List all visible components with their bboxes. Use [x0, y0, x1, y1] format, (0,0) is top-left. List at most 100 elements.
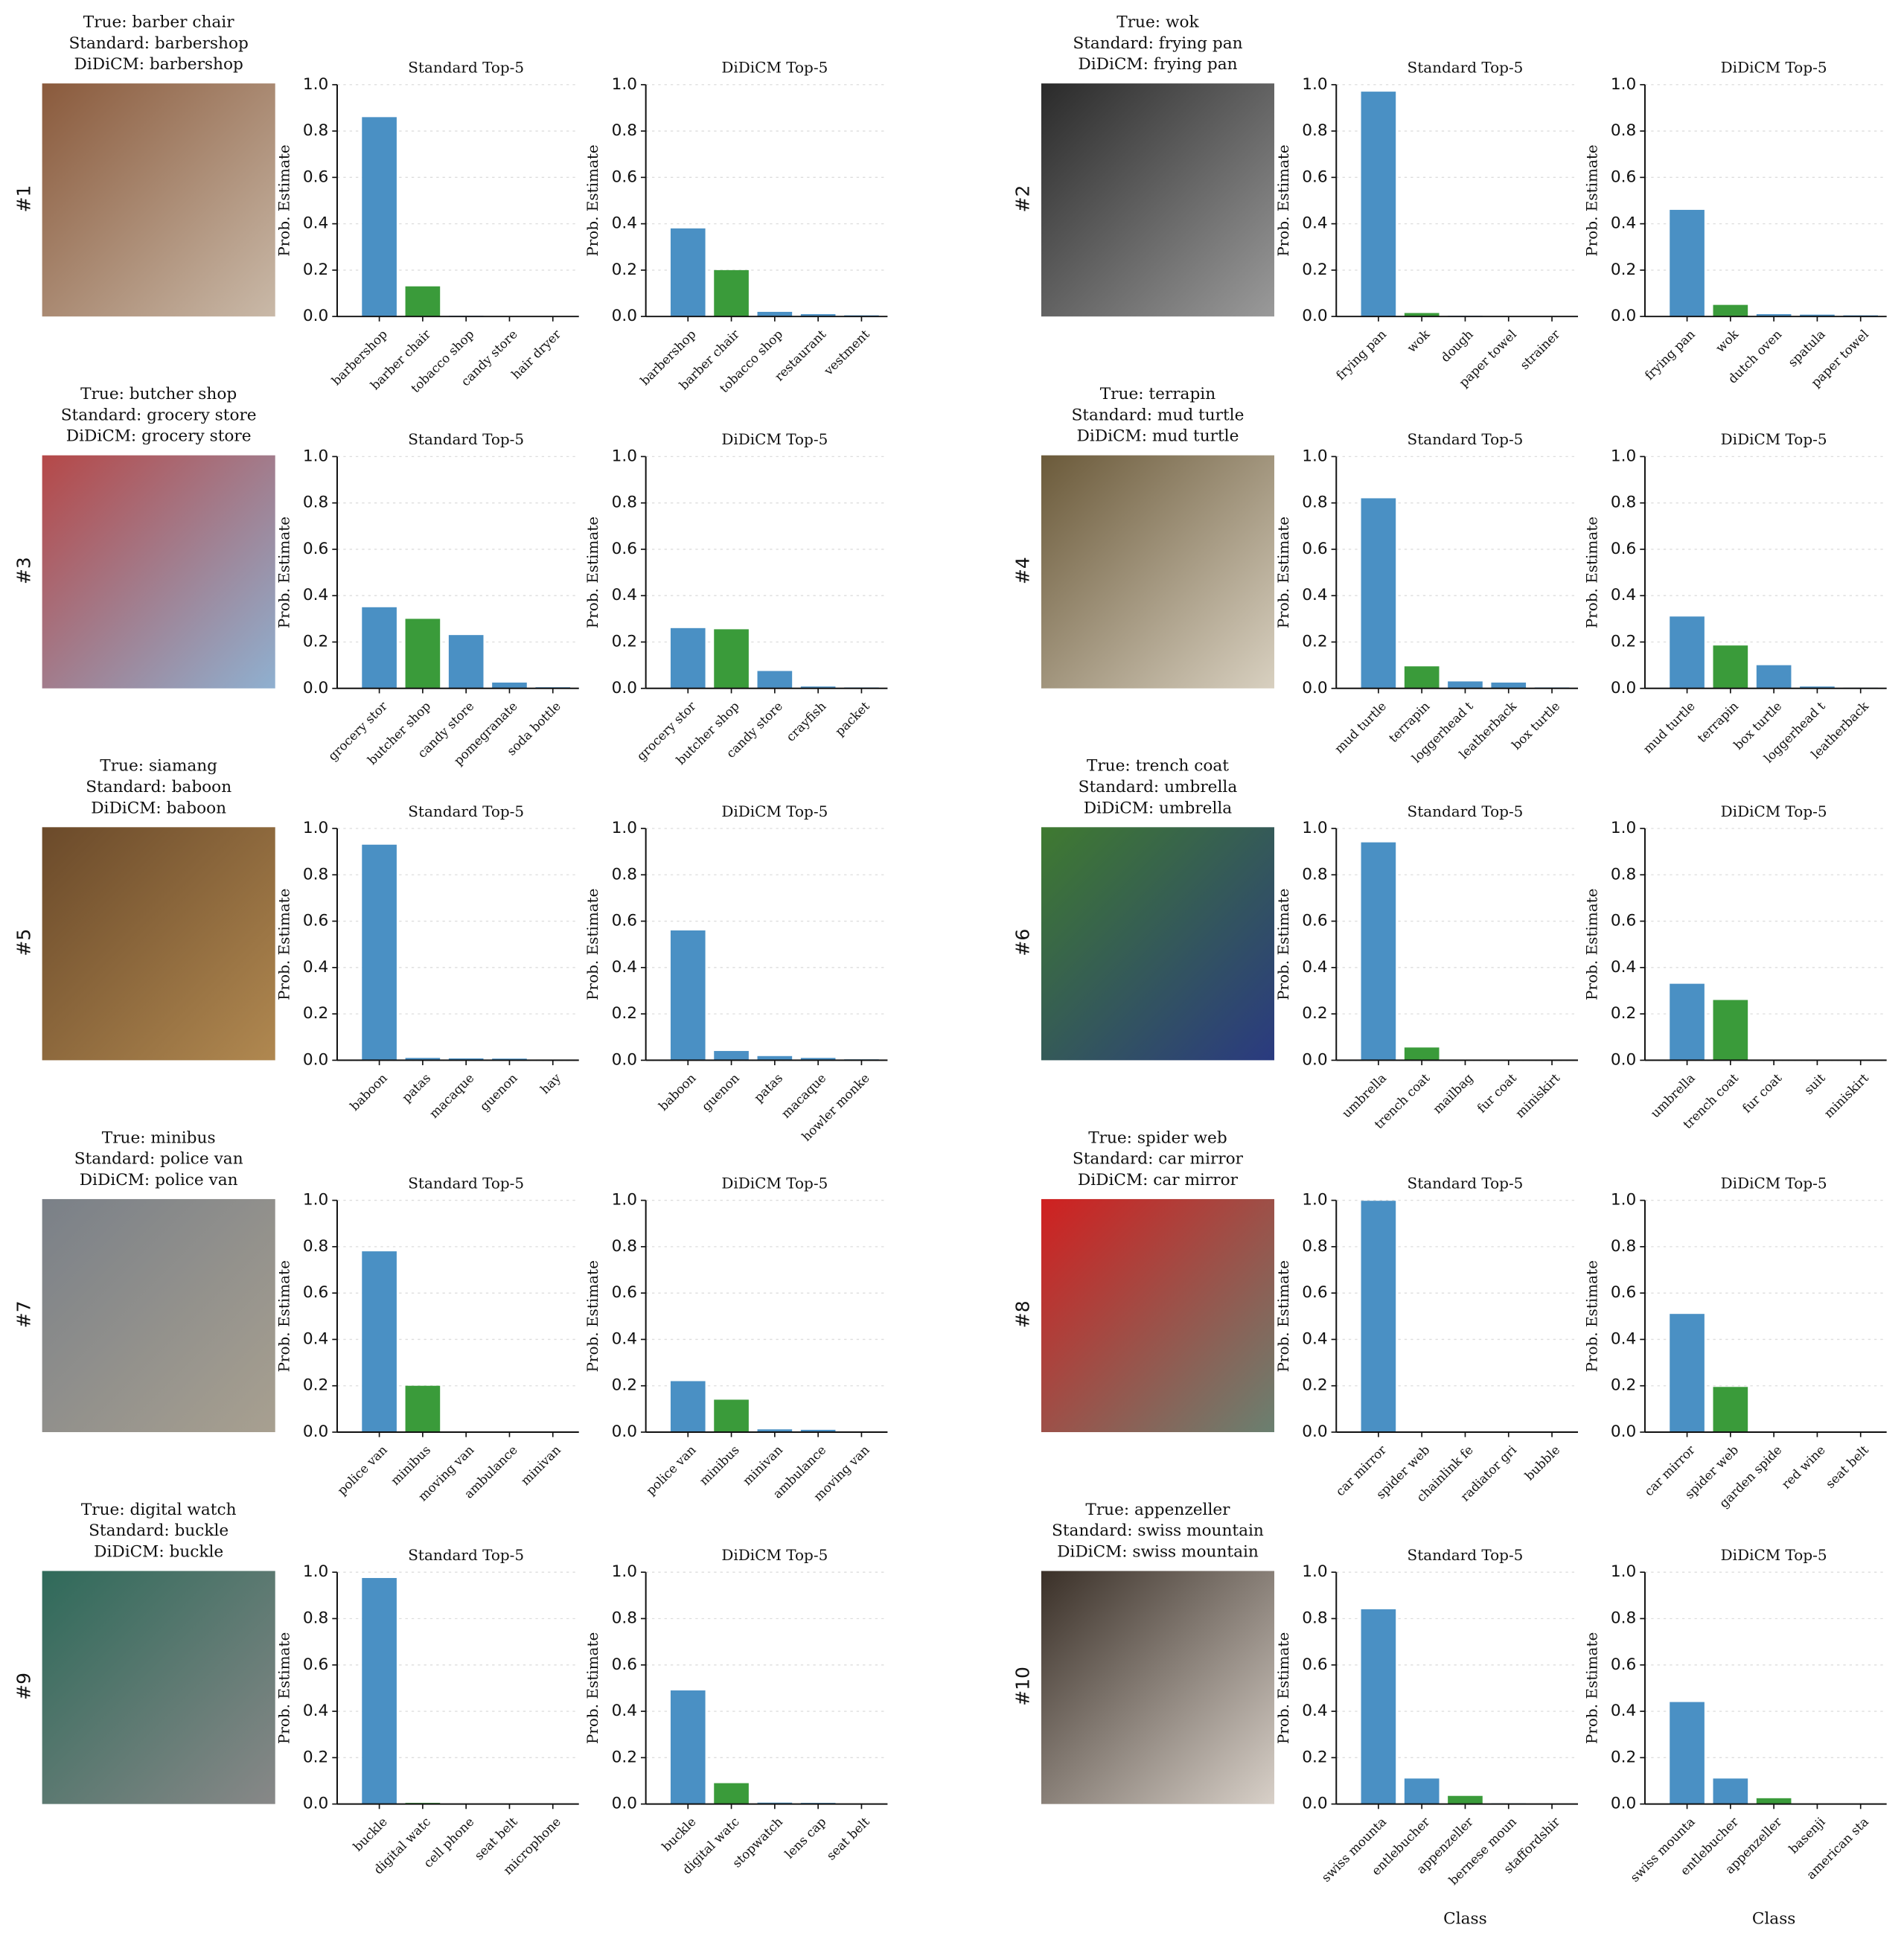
y-tick-label: 0.2	[1611, 1004, 1636, 1023]
y-tick-label: 0.0	[303, 1795, 328, 1813]
y-tick-label: 0.6	[1302, 540, 1327, 558]
panel-number: #7	[13, 1300, 34, 1328]
photo	[42, 83, 275, 317]
bar	[1713, 645, 1748, 689]
chart-title: Standard Top-5	[408, 1174, 524, 1192]
bar	[1800, 686, 1835, 689]
chart-title: DiDiCM Top-5	[1721, 802, 1827, 820]
y-tick-label: 0.2	[612, 261, 637, 279]
panel-caption: True: butcher shop	[80, 385, 237, 403]
y-axis-label: Prob. Estimate	[1274, 517, 1292, 628]
bar	[1670, 1314, 1705, 1433]
y-axis-label: Prob. Estimate	[584, 144, 601, 256]
chart-title: DiDiCM Top-5	[721, 430, 828, 448]
y-tick-label: 1.0	[612, 1562, 637, 1581]
panel-number: #10	[1012, 1667, 1034, 1706]
y-axis-label: Prob. Estimate	[1274, 888, 1292, 1000]
y-tick-label: 0.6	[1611, 1655, 1636, 1674]
panel-caption: DiDiCM: baboon	[91, 799, 226, 817]
bar	[757, 671, 793, 689]
y-axis-label: Prob. Estimate	[584, 888, 601, 1000]
y-axis-label: Prob. Estimate	[1582, 517, 1600, 628]
y-tick-label: 0.8	[1611, 121, 1636, 140]
y-tick-label: 0.0	[1611, 1050, 1636, 1069]
panel-caption: True: siamang	[100, 757, 217, 776]
panel-caption: DiDiCM: car mirror	[1078, 1171, 1239, 1189]
bar	[800, 1058, 836, 1061]
chart-title: Standard Top-5	[1408, 430, 1524, 448]
y-tick-label: 1.0	[612, 1191, 637, 1210]
bar	[714, 629, 749, 689]
bar	[492, 683, 527, 689]
x-tick-label: fur coat	[1740, 1070, 1784, 1115]
y-axis-label: Prob. Estimate	[584, 517, 601, 628]
bar	[405, 1058, 441, 1061]
y-tick-label: 0.6	[612, 167, 637, 186]
bar	[670, 1690, 706, 1804]
y-tick-label: 0.0	[612, 1422, 637, 1441]
y-tick-label: 0.2	[612, 1376, 637, 1395]
photo	[1041, 827, 1274, 1061]
bar	[492, 1058, 527, 1061]
bar	[1713, 304, 1748, 317]
y-tick-label: 0.4	[612, 586, 637, 604]
y-tick-label: 0.0	[1611, 1422, 1636, 1441]
bar	[1756, 665, 1792, 689]
bar	[1713, 1000, 1748, 1061]
y-tick-label: 0.8	[303, 1237, 328, 1256]
chart-title: Standard Top-5	[1408, 59, 1524, 77]
x-tick-label: basenji	[1786, 1815, 1828, 1856]
y-tick-label: 1.0	[1611, 75, 1636, 94]
y-tick-label: 0.4	[1611, 1702, 1636, 1720]
y-tick-label: 0.2	[1611, 1748, 1636, 1766]
x-tick-label: spatula	[1786, 327, 1828, 369]
x-tick-label: red wine	[1779, 1443, 1828, 1492]
y-tick-label: 1.0	[612, 75, 637, 94]
x-tick-label: fur coat	[1475, 1070, 1519, 1115]
y-tick-label: 0.6	[612, 1655, 637, 1674]
x-tick-label: guenon	[477, 1070, 520, 1114]
y-tick-label: 0.8	[1302, 494, 1327, 512]
y-tick-label: 0.0	[612, 1050, 637, 1069]
y-axis-label: Prob. Estimate	[1582, 888, 1600, 1000]
panel-caption: Standard: buckle	[89, 1521, 229, 1540]
y-tick-label: 0.4	[1611, 958, 1636, 977]
panel-caption: Standard: mud turtle	[1071, 406, 1244, 424]
chart-title: DiDiCM Top-5	[721, 1546, 828, 1564]
x-tick-label: seat belt	[824, 1815, 872, 1863]
bar	[1361, 1609, 1396, 1804]
bar	[1404, 666, 1440, 689]
bar	[1491, 683, 1527, 689]
y-tick-label: 1.0	[1302, 1562, 1327, 1581]
bar	[670, 627, 706, 689]
photo	[42, 1198, 275, 1433]
panel-caption: True: trench coat	[1087, 757, 1229, 776]
bar	[1713, 1387, 1748, 1433]
bar	[1448, 1795, 1483, 1804]
bar	[670, 930, 706, 1061]
bar	[757, 311, 793, 317]
bar	[757, 1429, 793, 1433]
panel-number: #3	[13, 557, 34, 584]
y-tick-label: 0.4	[303, 1329, 328, 1348]
y-tick-label: 0.2	[303, 1376, 328, 1395]
y-tick-label: 0.8	[1302, 865, 1327, 884]
photo	[1041, 1198, 1274, 1433]
panel-number: #2	[1012, 185, 1034, 213]
x-tick-label: hay	[537, 1070, 563, 1096]
x-tick-label: frying pan	[1642, 327, 1698, 383]
photo	[1041, 1571, 1274, 1804]
y-tick-label: 0.8	[1302, 121, 1327, 140]
y-tick-label: 0.8	[303, 494, 328, 512]
chart-title: Standard Top-5	[1408, 1546, 1524, 1564]
chart-title: DiDiCM Top-5	[1721, 1546, 1827, 1564]
y-tick-label: 1.0	[303, 75, 328, 94]
y-tick-label: 0.2	[303, 633, 328, 651]
y-tick-label: 0.2	[612, 1004, 637, 1023]
y-axis-label: Prob. Estimate	[584, 1632, 601, 1744]
x-tick-label: bubble	[1522, 1443, 1562, 1483]
y-tick-label: 1.0	[303, 1562, 328, 1581]
y-tick-label: 0.2	[1611, 633, 1636, 651]
chart-title: Standard Top-5	[1408, 1174, 1524, 1192]
